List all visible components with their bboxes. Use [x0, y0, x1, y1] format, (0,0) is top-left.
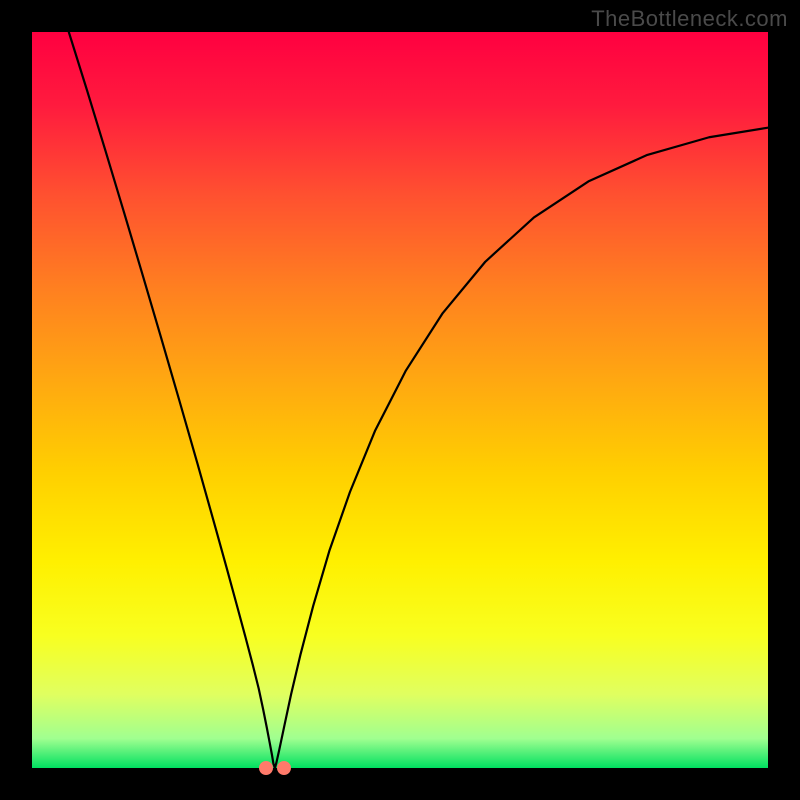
- gradient-background: [32, 32, 768, 768]
- data-marker: [277, 761, 291, 775]
- data-marker: [259, 761, 273, 775]
- plot-area: [32, 32, 768, 768]
- watermark-text: TheBottleneck.com: [591, 6, 788, 32]
- plot-svg: [32, 32, 768, 768]
- chart-frame: TheBottleneck.com: [0, 0, 800, 800]
